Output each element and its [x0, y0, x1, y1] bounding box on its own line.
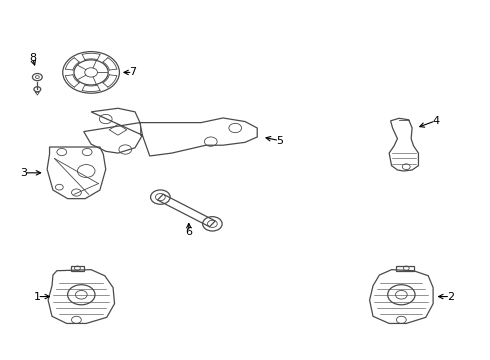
Text: 1: 1	[34, 292, 41, 302]
Text: 3: 3	[21, 168, 27, 178]
Text: 2: 2	[447, 292, 454, 302]
Text: 7: 7	[129, 67, 136, 77]
Text: 8: 8	[29, 53, 36, 63]
Text: 5: 5	[276, 136, 283, 145]
Text: 4: 4	[432, 116, 439, 126]
Text: 6: 6	[185, 227, 192, 237]
